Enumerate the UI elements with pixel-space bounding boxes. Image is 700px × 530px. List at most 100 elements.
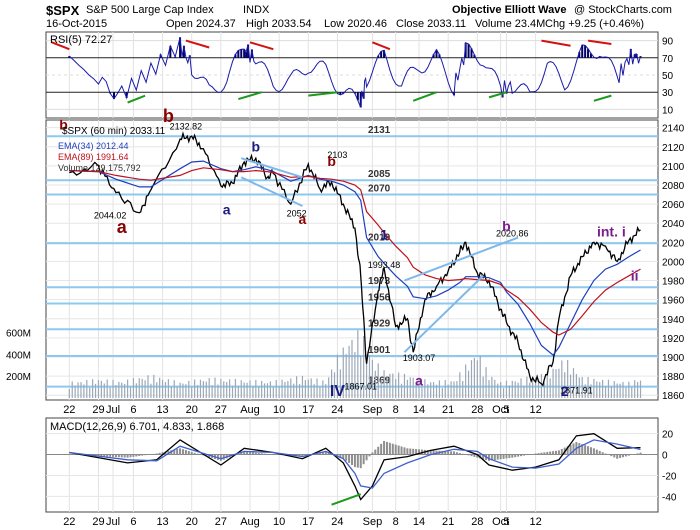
macd-histogram-bar: [505, 454, 508, 459]
volume-bar: [199, 379, 202, 398]
volume-bar: [115, 385, 117, 398]
volume-bar: [167, 379, 169, 398]
macd-histogram-bar: [321, 452, 324, 455]
ema89-legend: EMA(89) 1991.64: [58, 152, 129, 162]
macd-histogram-bar: [520, 454, 523, 457]
x-tick-label: 24: [331, 404, 343, 416]
macd-histogram-bar: [447, 451, 450, 455]
volume-bar: [558, 368, 560, 398]
volume-bar: [205, 381, 207, 398]
volume-bar: [357, 330, 359, 398]
macd-histogram-bar: [187, 450, 190, 455]
macd-histogram-bar: [499, 454, 502, 460]
volume-bar: [252, 386, 254, 398]
volume-bar: [444, 380, 446, 398]
macd-histogram-bar: [639, 452, 642, 455]
macd-histogram-bar: [511, 454, 514, 458]
x-tick-label: 12: [529, 404, 541, 416]
price-tick-label: 2100: [662, 162, 685, 173]
rsi-tick-label: 70: [662, 54, 674, 65]
volume-bar: [374, 370, 376, 398]
rsi-divergence-green: [308, 91, 338, 97]
macd-histogram-bar: [196, 453, 199, 455]
macd-histogram-bar: [251, 452, 254, 455]
macd-histogram-bar: [336, 454, 339, 457]
x-tick-label-macd: 6: [130, 516, 136, 528]
volume-bar: [234, 378, 237, 398]
volume-bar: [441, 388, 443, 398]
volume-bar: [331, 369, 333, 398]
macd-histogram-bar: [353, 454, 356, 468]
x-tick-label: 10: [273, 404, 285, 416]
volume-bar: [546, 371, 548, 398]
volume-bar: [313, 384, 315, 398]
macd-histogram-bar: [161, 452, 164, 455]
macd-histogram-bar: [560, 448, 563, 455]
volume-bar: [462, 381, 464, 398]
volume-bar: [485, 367, 487, 398]
volume-bar: [392, 373, 394, 398]
volume-tick-label: 200M: [6, 372, 31, 383]
trendline-upper-b: [404, 236, 519, 282]
price-value-label: 1871.91: [560, 385, 593, 395]
x-tick-label-macd: 27: [215, 516, 227, 528]
macd-histogram-bar: [525, 454, 528, 456]
volume-bar: [540, 373, 543, 398]
macd-histogram-bar: [432, 450, 435, 455]
price-tick-label: 1900: [662, 353, 685, 364]
volume-bar: [208, 378, 210, 398]
volume-bar: [473, 357, 475, 398]
volume-bar: [511, 380, 513, 398]
volume-bar: [491, 376, 493, 398]
volume-bar: [287, 380, 289, 398]
x-tick-label-macd: 17: [302, 516, 314, 528]
volume-bar: [220, 379, 222, 398]
x-tick-label-macd: 13: [156, 516, 168, 528]
macd-histogram-bar: [598, 450, 601, 455]
volume-bar: [112, 379, 114, 398]
macd-histogram-bar: [508, 454, 511, 459]
macd-histogram-bar: [260, 453, 263, 455]
volume-bar: [223, 381, 225, 398]
x-tick-label: 8: [393, 404, 399, 416]
macd-histogram-bar: [351, 454, 353, 465]
volume-bar: [500, 382, 502, 398]
x-tick-label-macd: Sep: [363, 516, 383, 528]
volume-bar: [639, 380, 642, 398]
volume-bar: [368, 355, 371, 398]
macd-histogram-bar: [406, 448, 409, 455]
macd-histogram-bar: [240, 452, 243, 455]
macd-histogram-bar: [426, 450, 429, 455]
wave-label: b: [502, 218, 511, 234]
x-tick-label-macd: 21: [442, 516, 454, 528]
close-value: Close 2033.11: [396, 18, 466, 30]
volume-bar: [261, 380, 263, 398]
macd-histogram-bar: [441, 450, 444, 455]
macd-histogram-bar: [208, 454, 211, 458]
volume-bar: [488, 380, 490, 398]
level-label: 1869: [368, 376, 391, 387]
volume-bar: [514, 381, 516, 398]
rsi-divergence-green: [593, 94, 612, 102]
volume-bar: [619, 383, 621, 398]
macd-histogram-bar: [348, 454, 351, 463]
volume-bar: [179, 382, 181, 398]
macd-histogram-bar: [455, 452, 458, 455]
macd-histogram-bar: [181, 449, 184, 455]
macd-histogram-bar: [152, 453, 155, 455]
volume-bar: [159, 377, 161, 398]
volume-bar: [307, 379, 309, 398]
volume-bar: [637, 381, 639, 398]
macd-histogram-bar: [135, 454, 138, 457]
macd-histogram-bar: [493, 454, 496, 461]
wave-label: 2: [561, 383, 569, 399]
volume-bar: [438, 380, 441, 398]
macd-histogram-bar: [490, 454, 493, 461]
macd-histogram-bar: [184, 450, 187, 455]
macd-histogram-bar: [123, 454, 126, 458]
price-value-label: 2132.82: [170, 122, 203, 132]
macd-histogram-bar: [624, 454, 627, 457]
volume-bar: [202, 381, 204, 398]
x-tick-label: 17: [302, 404, 314, 416]
macd-histogram-bar: [595, 449, 598, 455]
